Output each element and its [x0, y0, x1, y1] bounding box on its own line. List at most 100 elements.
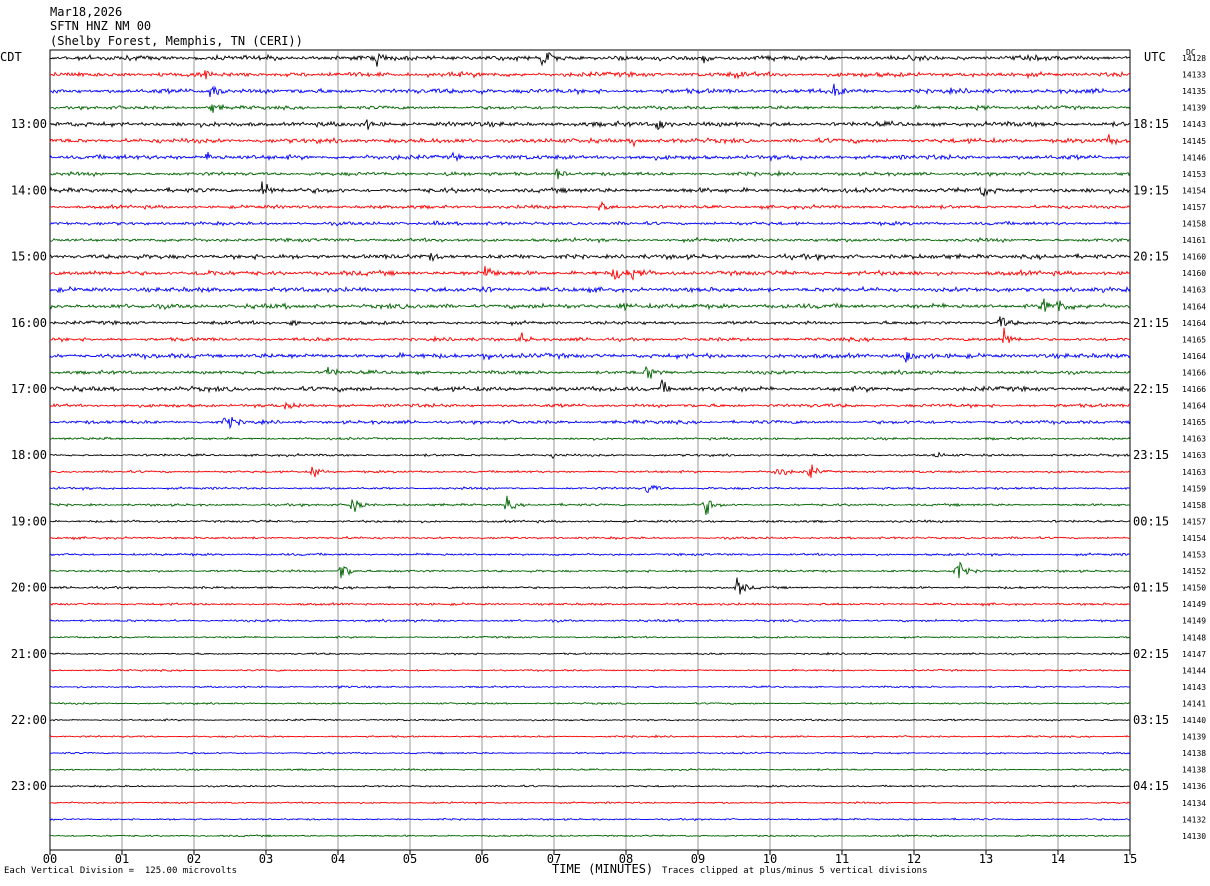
cdt-hour-label: 22:00: [11, 713, 47, 727]
trace-row: [49, 701, 1131, 706]
dc-offset-label: 14164: [1182, 302, 1206, 311]
plot-frame: [49, 49, 1131, 851]
dc-offset-label: 14143: [1182, 683, 1206, 692]
trace-row: [49, 451, 1131, 459]
dc-offset-label: 14164: [1182, 352, 1206, 361]
x-tick-label: 14: [1051, 852, 1065, 866]
trace-row: [49, 134, 1131, 148]
x-tick-label: 08: [619, 852, 633, 866]
dc-offset-label: 14133: [1182, 71, 1206, 80]
dc-offset-label: 14150: [1182, 584, 1206, 593]
utc-hour-label: 23:15: [1133, 448, 1169, 462]
trace-row: [49, 103, 1131, 113]
dc-offset-label: 14163: [1182, 468, 1206, 477]
utc-hour-label: 20:15: [1133, 250, 1169, 264]
x-tick-label: 05: [403, 852, 417, 866]
x-tick-label: 13: [979, 852, 993, 866]
dc-offset-label: 14163: [1182, 451, 1206, 460]
dc-offset-label: 14157: [1182, 203, 1206, 212]
dc-offset-label: 14141: [1182, 699, 1206, 708]
x-tick-label: 00: [43, 852, 57, 866]
cdt-hour-label: 21:00: [11, 647, 47, 661]
dc-offset-label: 14160: [1182, 253, 1206, 262]
trace-row: [49, 784, 1131, 788]
trace-row: [49, 601, 1130, 607]
dc-offset-label: 14165: [1182, 335, 1206, 344]
trace-row: [49, 464, 1131, 478]
trace-row: [49, 767, 1130, 772]
trace-row: [49, 718, 1131, 722]
dc-offset-label: 14149: [1182, 617, 1206, 626]
dc-offset-label: 14134: [1182, 799, 1206, 808]
dc-offset-label: 14159: [1182, 484, 1206, 493]
utc-hour-label: 21:15: [1133, 316, 1169, 330]
location-label: (Shelby Forest, Memphis, TN (CERI)): [50, 34, 303, 48]
dc-offset-label: 14158: [1182, 501, 1206, 510]
dc-offset-label: 14148: [1182, 633, 1206, 642]
cdt-hour-label: 17:00: [11, 382, 47, 396]
trace-row: [49, 220, 1131, 227]
trace-row: [49, 552, 1131, 558]
trace-row: [49, 327, 1131, 344]
dc-offset-label: 14143: [1182, 120, 1206, 129]
dc-offset-label: 14149: [1182, 600, 1206, 609]
trace-row: [49, 119, 1131, 131]
trace-row: [49, 200, 1131, 211]
dc-offset-label: 14158: [1182, 220, 1206, 229]
trace-row: [49, 535, 1131, 541]
x-tick-label: 04: [331, 852, 345, 866]
x-tick-label: 12: [907, 852, 921, 866]
utc-hour-label: 04:15: [1133, 779, 1169, 793]
dc-offset-label: 14128: [1182, 54, 1206, 63]
utc-hour-label: 00:15: [1133, 514, 1169, 528]
trace-row: [49, 298, 1131, 312]
dc-offset-label: 14163: [1182, 435, 1206, 444]
trace-row: [49, 351, 1131, 363]
dc-offset-label: 14157: [1182, 517, 1206, 526]
cdt-zone-label: CDT: [0, 50, 22, 64]
grid-layer: [49, 49, 1131, 851]
dc-offset-label: 14139: [1182, 733, 1206, 742]
dc-offset-label: 14152: [1182, 567, 1206, 576]
trace-row: [49, 181, 1131, 197]
trace-row: [49, 734, 1131, 739]
dc-offset-label: 14138: [1182, 766, 1206, 775]
trace-row: [49, 236, 1131, 244]
cdt-hour-label: 19:00: [11, 514, 47, 528]
trace-row: [49, 561, 1131, 579]
x-axis-title: TIME (MINUTES): [552, 862, 654, 876]
date-label: Mar18,2026: [50, 5, 123, 19]
trace-row: [49, 577, 1131, 595]
cdt-hour-label: 15:00: [11, 250, 47, 264]
x-tick-label: 06: [475, 852, 489, 866]
utc-hour-label: 22:15: [1133, 382, 1169, 396]
cdt-hour-label: 16:00: [11, 316, 47, 330]
trace-row: [49, 685, 1131, 690]
x-tick-label: 01: [115, 852, 129, 866]
trace-row: [49, 252, 1131, 263]
cdt-hour-label: 23:00: [11, 779, 47, 793]
x-tick-label: 02: [187, 852, 201, 866]
trace-row: [49, 751, 1131, 755]
dc-offset-label: 14145: [1182, 137, 1206, 146]
label-layer: 00 01 02 03 04 05 06 07 08 09 10 11 12 13 14 15 14128 141…: [11, 54, 1206, 866]
utc-hour-label: 03:15: [1133, 713, 1169, 727]
trace-row: [50, 365, 1131, 379]
dc-offset-label: 14146: [1182, 153, 1206, 162]
dc-offset-label: 14163: [1182, 286, 1206, 295]
trace-row: [49, 495, 1130, 515]
utc-hour-label: 01:15: [1133, 581, 1169, 595]
utc-hour-label: 18:15: [1133, 117, 1169, 131]
dc-label: DC: [1186, 48, 1196, 57]
x-tick-label: 10: [763, 852, 777, 866]
dc-offset-label: 14164: [1182, 402, 1206, 411]
trace-row: [49, 651, 1131, 656]
trace-row: [49, 151, 1131, 163]
x-tick-label: 03: [259, 852, 273, 866]
dc-offset-label: 14139: [1182, 104, 1206, 113]
trace-row: [49, 265, 1131, 281]
trace-row: [49, 801, 1131, 805]
trace-row: [49, 285, 1131, 294]
trace-row: [49, 436, 1131, 441]
